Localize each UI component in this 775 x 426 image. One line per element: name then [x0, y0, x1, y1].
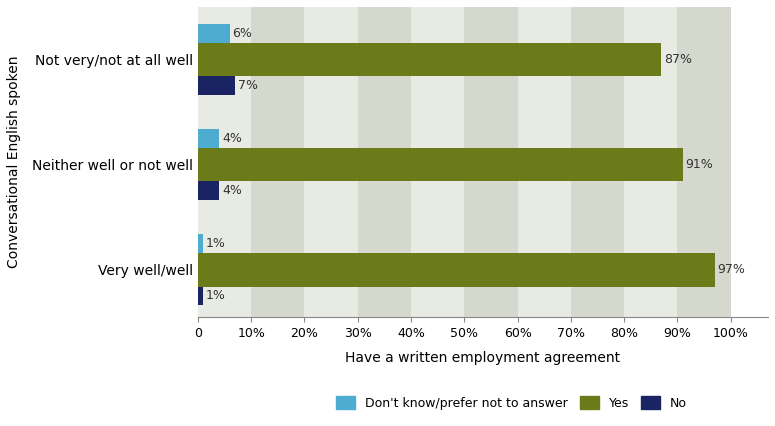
Bar — [198, 76, 236, 95]
Bar — [198, 181, 219, 200]
Bar — [411, 7, 464, 317]
Bar — [518, 7, 571, 317]
Text: 91%: 91% — [685, 158, 713, 171]
Text: 6%: 6% — [232, 27, 253, 40]
Bar — [305, 7, 358, 317]
Bar — [198, 24, 230, 43]
Text: 1%: 1% — [206, 290, 226, 302]
Bar — [198, 129, 219, 148]
Text: 87%: 87% — [664, 53, 692, 66]
Bar — [198, 234, 203, 253]
Bar — [624, 7, 677, 317]
Bar — [251, 7, 305, 317]
Bar — [571, 7, 624, 317]
Text: 97%: 97% — [718, 263, 746, 276]
Bar — [198, 7, 251, 317]
Text: 4%: 4% — [222, 132, 242, 145]
Text: 7%: 7% — [238, 79, 258, 92]
Bar — [677, 7, 731, 317]
Bar — [198, 253, 715, 287]
X-axis label: Have a written employment agreement: Have a written employment agreement — [346, 351, 621, 365]
Text: 4%: 4% — [222, 184, 242, 197]
Text: 1%: 1% — [206, 237, 226, 250]
Bar — [198, 148, 683, 181]
Bar — [198, 287, 203, 305]
Y-axis label: Conversational English spoken: Conversational English spoken — [7, 56, 21, 268]
Legend: Don't know/prefer not to answer, Yes, No: Don't know/prefer not to answer, Yes, No — [331, 391, 692, 415]
Bar — [358, 7, 411, 317]
Bar — [198, 43, 662, 76]
Bar — [464, 7, 518, 317]
